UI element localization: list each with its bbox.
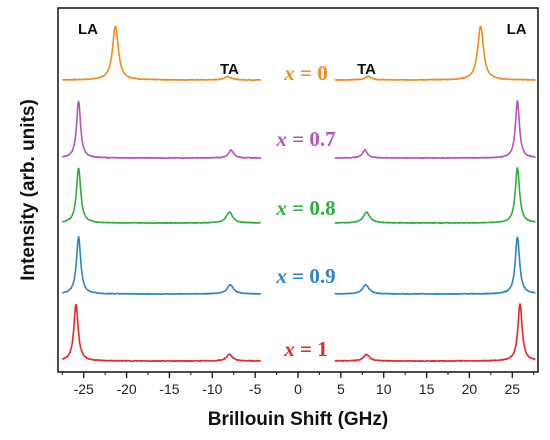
y-axis-title: Intensity (arb. units) (18, 99, 39, 281)
series-line-stokes (334, 303, 536, 363)
series-line-stokes (334, 99, 537, 160)
x-tick-label: 5 (337, 381, 345, 397)
series-line-anti-stokes (62, 25, 262, 81)
x-tick-label: 25 (504, 381, 520, 397)
x-axis-title: Brillouin Shift (GHz) (208, 409, 388, 430)
x-tick-label: -5 (249, 381, 262, 397)
peak-labels: LA TA TA LA (78, 21, 527, 78)
x-tick-label: -25 (74, 381, 94, 397)
series-line-stokes (334, 25, 536, 82)
x-tick-label: -10 (202, 381, 222, 397)
x-tick-label: 10 (376, 381, 392, 397)
series-label: x = 1 (283, 337, 327, 361)
peak-label-ta: TA (220, 61, 239, 78)
x-tick-label: 0 (294, 381, 302, 397)
series-traces (61, 25, 537, 363)
series-label: x = 0 (283, 61, 327, 85)
series-line-anti-stokes (61, 167, 262, 225)
peak-label-la: LA (78, 21, 98, 38)
peak-label-la: LA (507, 21, 527, 38)
series-labels: x = 0 x = 0.7 x = 0.8 x = 0.9 x = 1 (275, 61, 335, 361)
series-line-anti-stokes (61, 303, 262, 363)
x-tick-label: -20 (116, 381, 136, 397)
series-line-stokes (334, 236, 536, 296)
series-line-stokes (334, 166, 536, 225)
series-label: x = 0.7 (275, 127, 335, 151)
x-axis-ticks: -25 -20 -15 -10 -5 0 5 10 15 20 25 (61, 372, 535, 397)
peak-label-ta: TA (357, 61, 376, 78)
x-tick-label: 20 (462, 381, 478, 397)
x-tick-label: -15 (159, 381, 179, 397)
x-tick-label: 15 (419, 381, 435, 397)
series-label: x = 0.8 (275, 196, 335, 220)
series-line-anti-stokes (62, 236, 262, 296)
series-label: x = 0.9 (275, 264, 335, 288)
series-line-anti-stokes (62, 100, 262, 160)
